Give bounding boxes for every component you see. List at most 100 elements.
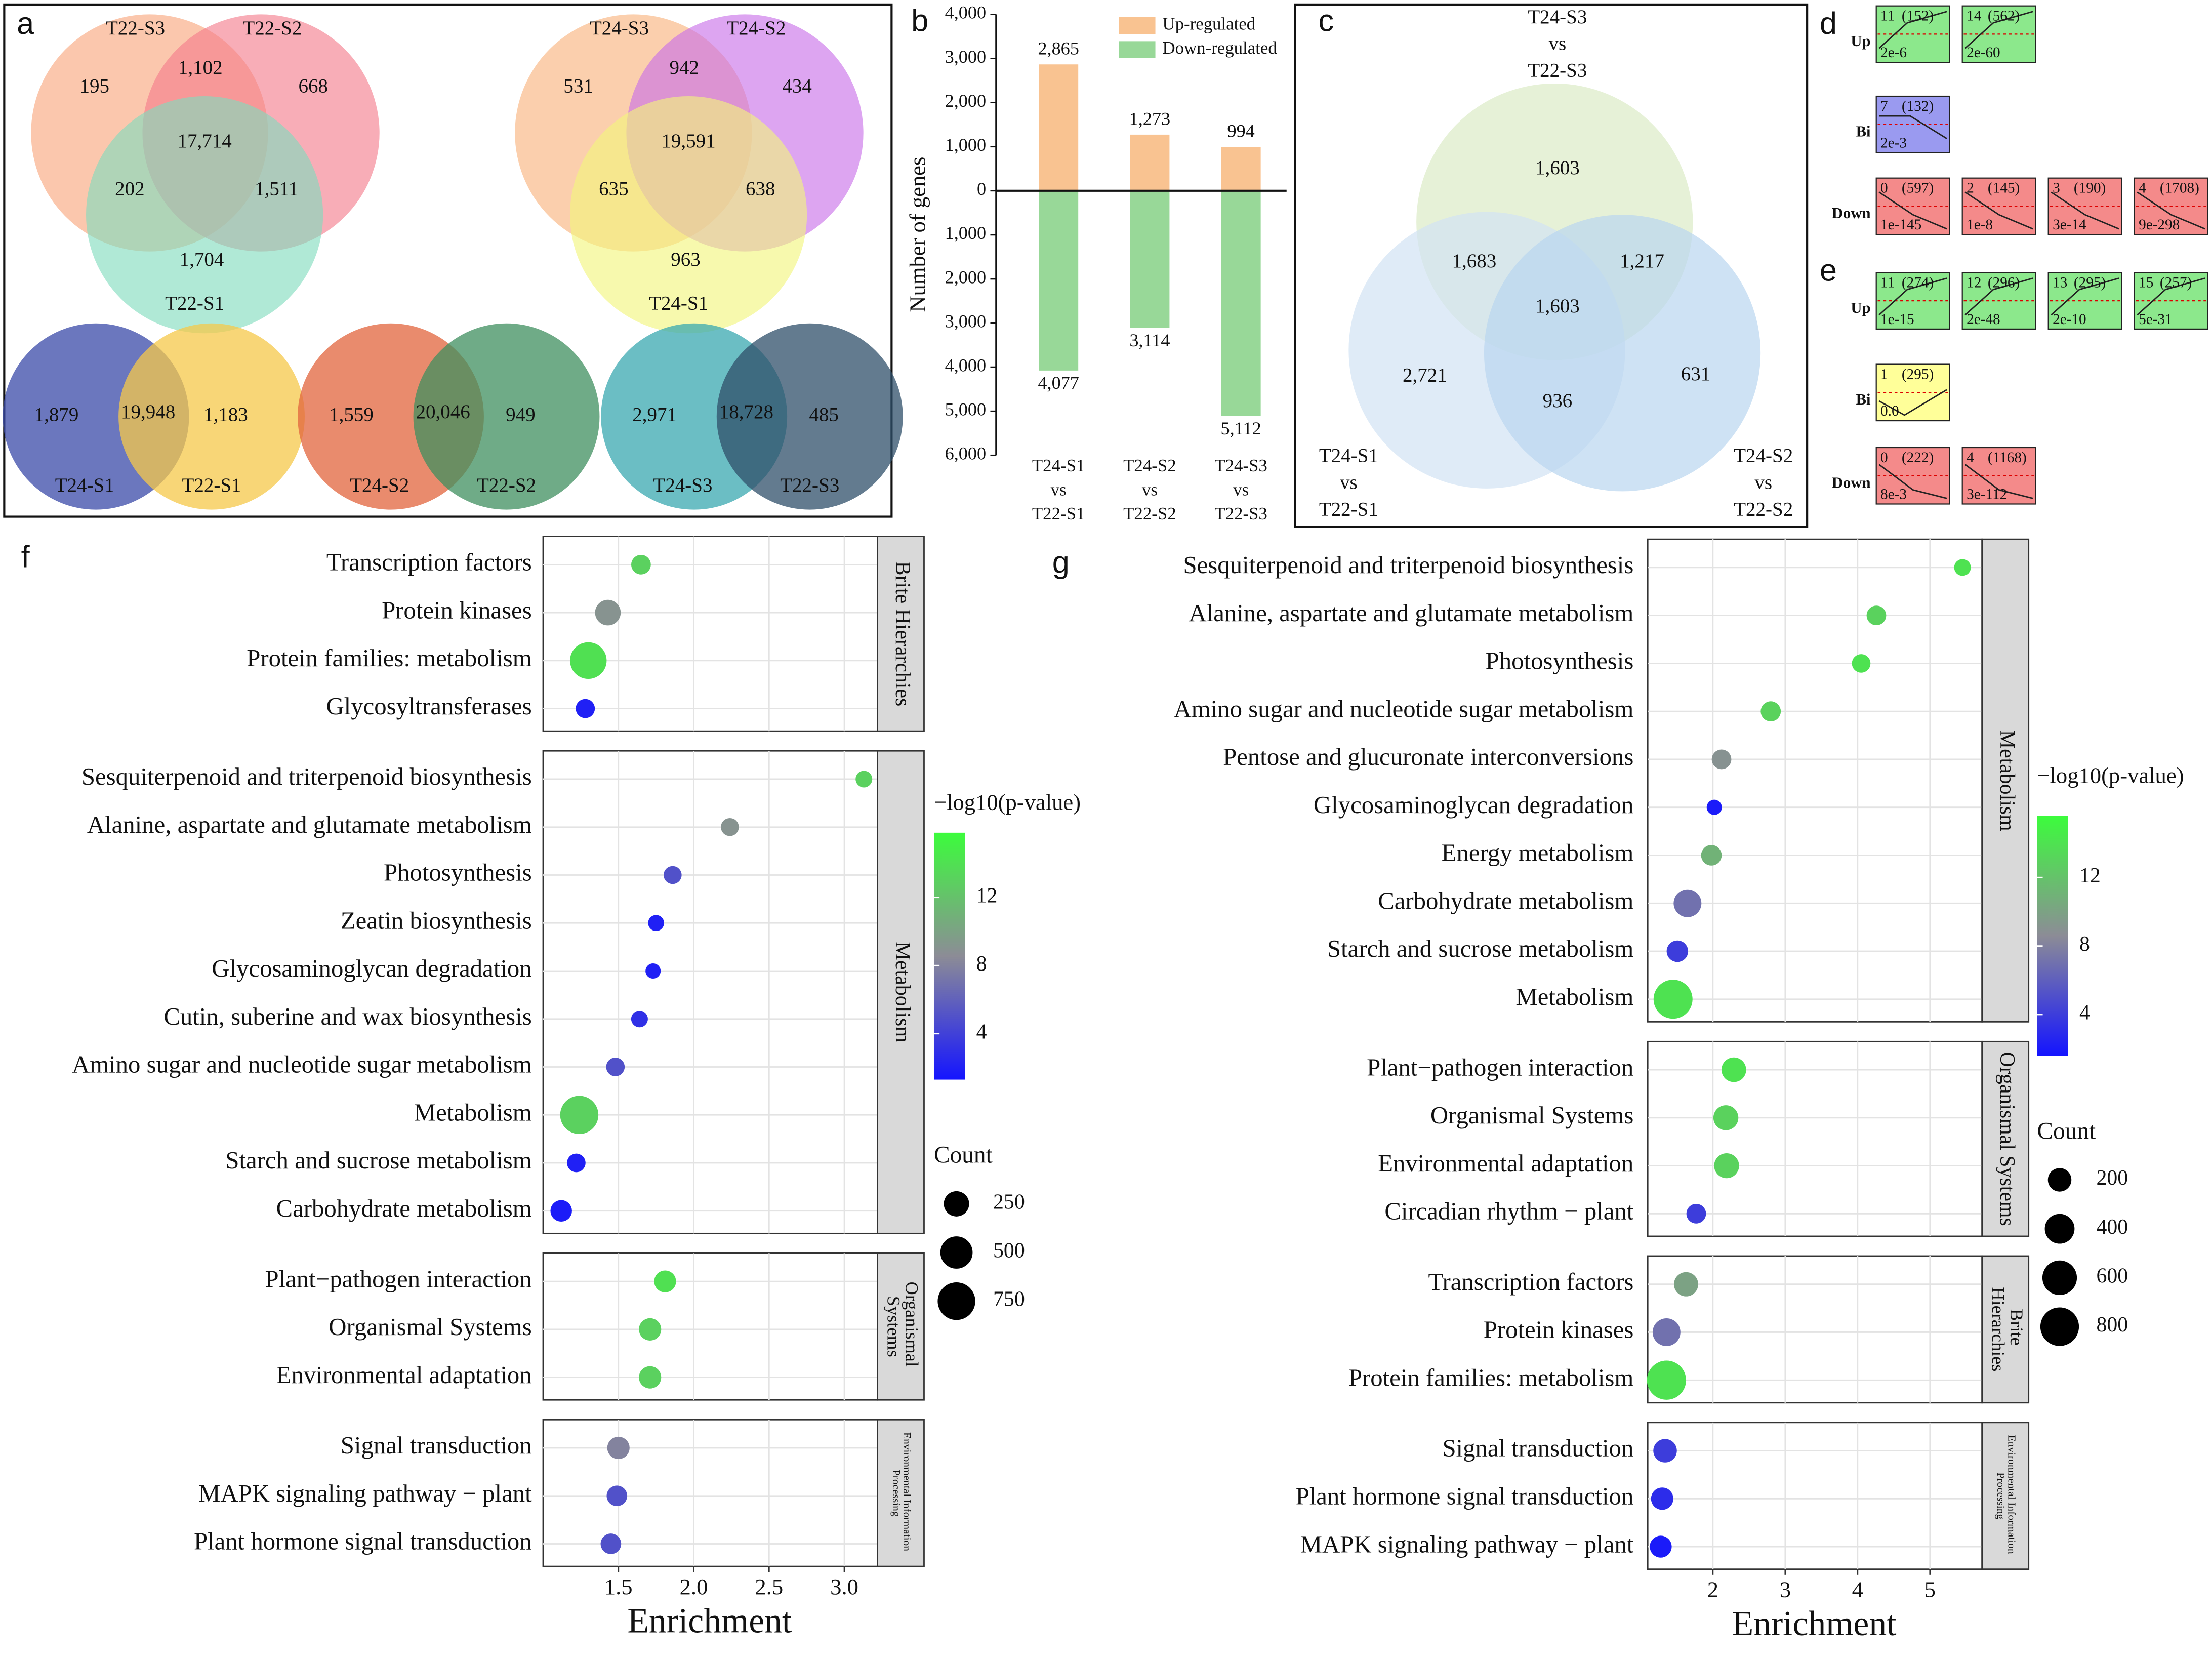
tile-id: 4 bbox=[2139, 180, 2146, 196]
legend-label: Down-regulated bbox=[1162, 38, 1277, 58]
dot bbox=[1673, 889, 1702, 917]
dot bbox=[1722, 1057, 1746, 1082]
facet-panel bbox=[542, 1252, 878, 1401]
panel-frame bbox=[1294, 3, 1809, 528]
facet-panel bbox=[1647, 1040, 1983, 1237]
panel-frame bbox=[3, 3, 893, 518]
term-label: Alanine, aspartate and glutamate metabol… bbox=[1189, 599, 1633, 627]
venn-set bbox=[569, 96, 807, 334]
x-tick-label: T24-S2 vs T22-S2 bbox=[1123, 456, 1176, 523]
panel-letter: e bbox=[1820, 253, 1837, 288]
tile-id: 7 bbox=[1880, 98, 1888, 114]
profile-trend bbox=[2137, 191, 2205, 230]
region-count: 19,948 bbox=[121, 401, 175, 423]
bar bbox=[1130, 134, 1170, 191]
venn-set bbox=[118, 323, 305, 510]
y-tick-label: 4,000 bbox=[945, 355, 987, 375]
dot bbox=[567, 1153, 586, 1173]
bar bbox=[1221, 147, 1261, 191]
profile-trend bbox=[1878, 464, 1947, 499]
profile-trend bbox=[1964, 464, 2033, 499]
x-axis-label: Enrichment bbox=[1732, 1604, 1897, 1643]
set-label: T24-S2 bbox=[350, 474, 409, 496]
x-tick-label: 2.0 bbox=[680, 1574, 708, 1599]
colorbar-tick-label: 8 bbox=[2079, 933, 2090, 956]
dot bbox=[1706, 799, 1722, 815]
dot bbox=[1647, 1360, 1687, 1400]
dot bbox=[1651, 1487, 1673, 1510]
size-legend-label: 600 bbox=[2096, 1264, 2128, 1287]
tile-size: (190) bbox=[2074, 180, 2106, 196]
tile-id: 14 bbox=[1967, 8, 1982, 24]
dot bbox=[570, 642, 607, 679]
row-label: Up bbox=[1851, 299, 1870, 316]
term-label: Starch and sucrose metabolism bbox=[225, 1147, 531, 1174]
term-label: Cutin, suberine and wax biosynthesis bbox=[163, 1003, 531, 1030]
venn-set bbox=[413, 323, 600, 510]
facet-strip-label: Metabolism bbox=[1995, 730, 2019, 831]
region-count: 1,603 bbox=[1535, 157, 1580, 179]
region-count: 1,683 bbox=[1452, 250, 1497, 272]
term-label: Transcription factors bbox=[326, 549, 532, 576]
panel-letter: c bbox=[1318, 3, 1334, 37]
region-count: 17,714 bbox=[177, 130, 231, 152]
set-label: T24-S1 bbox=[649, 292, 708, 314]
row-label: Down bbox=[1832, 474, 1871, 492]
profile-trend bbox=[1878, 11, 1947, 49]
x-tick-label: 2.5 bbox=[755, 1574, 783, 1599]
tile-p: 1e-145 bbox=[1880, 217, 1921, 233]
profile-trend bbox=[2051, 191, 2119, 230]
venn-set bbox=[716, 323, 903, 510]
tile-size: (152) bbox=[1902, 8, 1934, 24]
region-count: 434 bbox=[782, 75, 812, 97]
y-tick-label: 3,000 bbox=[945, 47, 987, 67]
tile-id: 0 bbox=[1880, 180, 1888, 196]
term-label: Metabolism bbox=[414, 1099, 532, 1126]
region-count: 20,046 bbox=[416, 401, 470, 423]
set-label: T22-S2 bbox=[242, 17, 302, 39]
term-label: Environmental adaptation bbox=[1378, 1150, 1633, 1177]
region-count: 638 bbox=[746, 178, 775, 200]
term-label: Amino sugar and nucleotide sugar metabol… bbox=[72, 1051, 532, 1078]
tile-id: 11 bbox=[1880, 274, 1895, 291]
facet-panel bbox=[542, 1419, 878, 1567]
x-tick-label: T24-S3 vs T22-S3 bbox=[1214, 456, 1267, 523]
set-label: T22-S3 bbox=[106, 17, 165, 39]
tile-id: 15 bbox=[2139, 274, 2153, 291]
colorbar-tick-label: 4 bbox=[976, 1020, 987, 1043]
x-tick-label: 5 bbox=[1924, 1577, 1936, 1602]
bar-value-label: 5,112 bbox=[1221, 418, 1261, 438]
x-tick-label: 4 bbox=[1852, 1577, 1863, 1602]
facet-panel bbox=[1647, 538, 1983, 1023]
panel-letter: a bbox=[17, 6, 34, 41]
dot bbox=[607, 1436, 630, 1460]
dot bbox=[654, 1270, 676, 1292]
term-label: Carbohydrate metabolism bbox=[276, 1195, 532, 1222]
region-count: 1,102 bbox=[178, 57, 223, 78]
facet-panel bbox=[542, 750, 878, 1234]
dot bbox=[1652, 1318, 1681, 1346]
term-label: Organismal Systems bbox=[1430, 1102, 1633, 1129]
bar-value-label: 2,865 bbox=[1038, 38, 1079, 59]
tile-size: (274) bbox=[1902, 274, 1934, 291]
dot bbox=[664, 866, 682, 884]
size-legend-label: 400 bbox=[2096, 1216, 2128, 1239]
x-axis-label: Enrichment bbox=[627, 1601, 792, 1640]
tile-id: 1 bbox=[1880, 367, 1888, 383]
size-legend-dot bbox=[2047, 1168, 2072, 1192]
facet-strip-label: Environmental Information Processing bbox=[1995, 1435, 2018, 1557]
set-label: T24-S3 vs T22-S3 bbox=[1528, 6, 1587, 82]
dot bbox=[639, 1366, 662, 1389]
y-tick-label: 3,000 bbox=[945, 311, 987, 331]
colorbar-tick-label: 8 bbox=[976, 952, 987, 976]
tile-p: 8e-3 bbox=[1880, 486, 1907, 502]
profile-trend bbox=[2137, 277, 2205, 316]
region-count: 1,559 bbox=[329, 404, 374, 426]
size-legend-dot bbox=[2042, 1260, 2077, 1295]
dot bbox=[1760, 701, 1781, 722]
x-tick-label: 3 bbox=[1780, 1577, 1791, 1602]
tile-size: (562) bbox=[1988, 8, 2020, 24]
colorbar bbox=[2037, 816, 2068, 1056]
set-label: T22-S1 bbox=[182, 474, 241, 496]
